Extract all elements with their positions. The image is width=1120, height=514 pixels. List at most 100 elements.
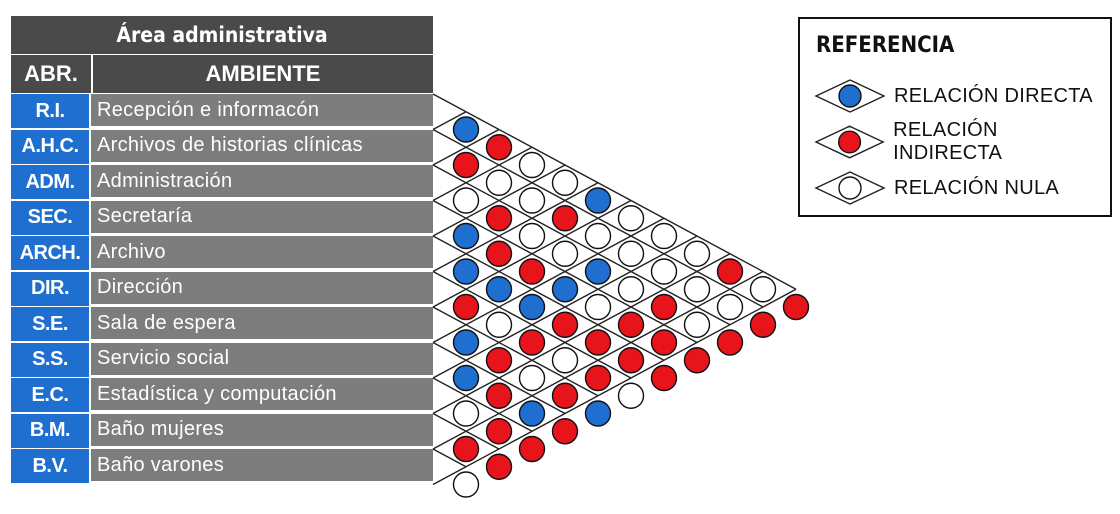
grid-line [432,164,566,237]
room-abbreviation: SEC. [11,200,91,235]
relation-null-marker [716,293,744,321]
grid-line [432,235,665,361]
relation-direct-marker [584,258,612,285]
room-abbreviation: ADM. [11,165,91,199]
relation-indirect-marker [716,329,744,356]
room-row: B.V. Baño varones [11,449,433,483]
legend-item: RELACIÓN INDIRECTA [814,119,1110,164]
relation-null-marker [683,240,711,267]
relation-indirect-marker [485,240,513,267]
relation-indirect-marker [452,435,480,463]
relation-indirect-marker [551,205,579,232]
legend-marker-icon [814,171,886,205]
relation-indirect-marker [683,347,711,374]
grid-line [432,146,533,202]
room-row: B.M. Baño mujeres [11,413,433,448]
room-name: Administración [91,165,433,199]
room-row: SEC. Secretaría [11,200,433,235]
relation-null-marker [650,258,678,285]
grid-line [432,306,599,397]
relation-null-marker [650,222,678,250]
relation-null-marker [485,169,513,196]
relation-direct-marker [452,329,480,356]
relation-null-marker [518,364,546,392]
relation-indirect-marker [617,311,645,338]
relation-null-marker [551,240,579,267]
room-name: Estadística y computación [91,378,433,412]
relation-indirect-marker [485,205,513,232]
room-name: Sala de espera [91,307,433,341]
relation-null-marker [518,222,546,250]
relation-direct-marker [584,400,612,427]
relation-null-marker [518,187,546,214]
room-abbreviation: A.H.C. [11,129,91,164]
room-row: S.E. Sala de espera [11,307,433,341]
grid-line [432,217,665,344]
grid-line [432,93,797,290]
room-row: A.H.C. Archivos de historias clínicas [11,129,433,164]
relation-indirect-marker [452,293,480,321]
relation-null-marker [617,382,645,409]
relation-indirect-marker [716,258,744,285]
grid-line [432,448,467,468]
grid-line [432,128,500,166]
grid-line [432,199,632,308]
room-name: Secretaría [91,200,433,235]
grid-line [432,111,467,131]
relation-null-marker [749,276,777,303]
relation-indirect-marker [584,329,612,356]
relation-null-marker [551,169,579,196]
relation-direct-marker [452,364,480,392]
room-name: Archivo [91,236,433,270]
room-row: ADM. Administración [11,165,433,199]
relation-indirect-marker [584,364,612,392]
legend-label: RELACIÓN INDIRECTA [893,119,1003,164]
relation-indirect-marker [518,435,546,463]
relation-indirect-marker [551,382,579,409]
grid-line [432,270,764,450]
relation-null-marker [452,400,480,427]
relation-indirect-marker [551,418,579,445]
room-name: Dirección [91,271,433,306]
relation-indirect-marker [749,311,777,338]
room-abbreviation: E.C. [11,378,91,412]
relation-indirect-marker [518,329,546,356]
relation-null-marker [551,347,579,374]
grid-line [432,253,731,415]
relation-direct-marker [518,400,546,427]
room-name: Archivos de historias clínicas [91,129,433,164]
relation-direct-marker [584,187,612,214]
grid-line [432,235,698,379]
relation-null-marker [617,276,645,303]
relation-null-marker [584,222,612,250]
column-headers: ABR. AMBIENTE [11,55,433,93]
legend-item: RELACIÓN DIRECTA [814,76,1093,116]
room-abbreviation: R.I. [11,94,91,128]
relation-indirect-marker [518,258,546,285]
relation-null-marker [485,311,513,338]
relation-indirect-marker [485,134,513,161]
legend: REFERENCIA RELACIÓN DIRECTA RELACIÓN INDI… [798,17,1112,217]
relation-null-marker [617,205,645,232]
room-abbreviation: ARCH. [11,236,91,270]
relation-indirect-marker [650,329,678,356]
legend-label: RELACIÓN DIRECTA [894,84,1093,107]
relation-null-marker [683,276,711,303]
room-row: ARCH. Archivo [11,236,433,270]
room-name: Recepción e informacón [91,94,433,128]
grid-line [432,288,797,486]
area-title: Área administrativa [11,16,433,54]
relation-null-marker [452,471,480,498]
room-abbreviation: DIR. [11,271,91,306]
room-row: DIR. Dirección [11,271,433,306]
room-name: Servicio social [91,342,433,377]
relation-indirect-marker [551,311,579,338]
relation-direct-marker [452,222,480,250]
relation-null-marker [452,187,480,214]
column-header-abr: ABR. [11,55,93,93]
relation-indirect-marker [485,347,513,374]
relation-null-marker [683,311,711,338]
relation-indirect-marker [452,151,480,179]
room-name: Baño mujeres [91,413,433,448]
